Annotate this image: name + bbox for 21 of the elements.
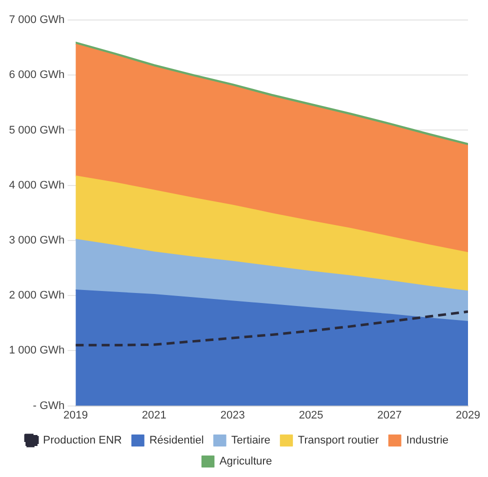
y-tick-label: - GWh xyxy=(32,400,65,412)
line-series xyxy=(76,310,468,346)
y-tick-label: 6 000 GWh xyxy=(9,69,65,82)
y-tick-label: 1 000 GWh xyxy=(9,344,65,357)
legend-label: Industrie xyxy=(406,434,449,447)
legend-label: Agriculture xyxy=(219,456,272,468)
x-tick-label: 2023 xyxy=(220,409,245,422)
y-tick-label: 7 000 GWh xyxy=(9,14,65,26)
y-tick-label: 5 000 GWh xyxy=(9,124,65,136)
x-tick-label: 2021 xyxy=(142,409,166,422)
x-tick-label: 2029 xyxy=(456,409,480,422)
legend-label: Résidentiel xyxy=(149,434,204,447)
legend-label: Production ENR xyxy=(43,434,122,447)
x-tick-label: 2027 xyxy=(377,409,402,422)
x-tick-label: 2025 xyxy=(298,409,324,422)
y-tick-label: 4 000 GWh xyxy=(9,179,65,192)
x-tick-label: 2019 xyxy=(63,409,88,422)
legend-label: Tertiaire xyxy=(231,434,270,447)
y-tick-label: 3 000 GWh xyxy=(9,234,65,246)
legend-label: Transport routier xyxy=(298,434,380,447)
y-tick-label: 2 000 GWh xyxy=(9,290,65,302)
